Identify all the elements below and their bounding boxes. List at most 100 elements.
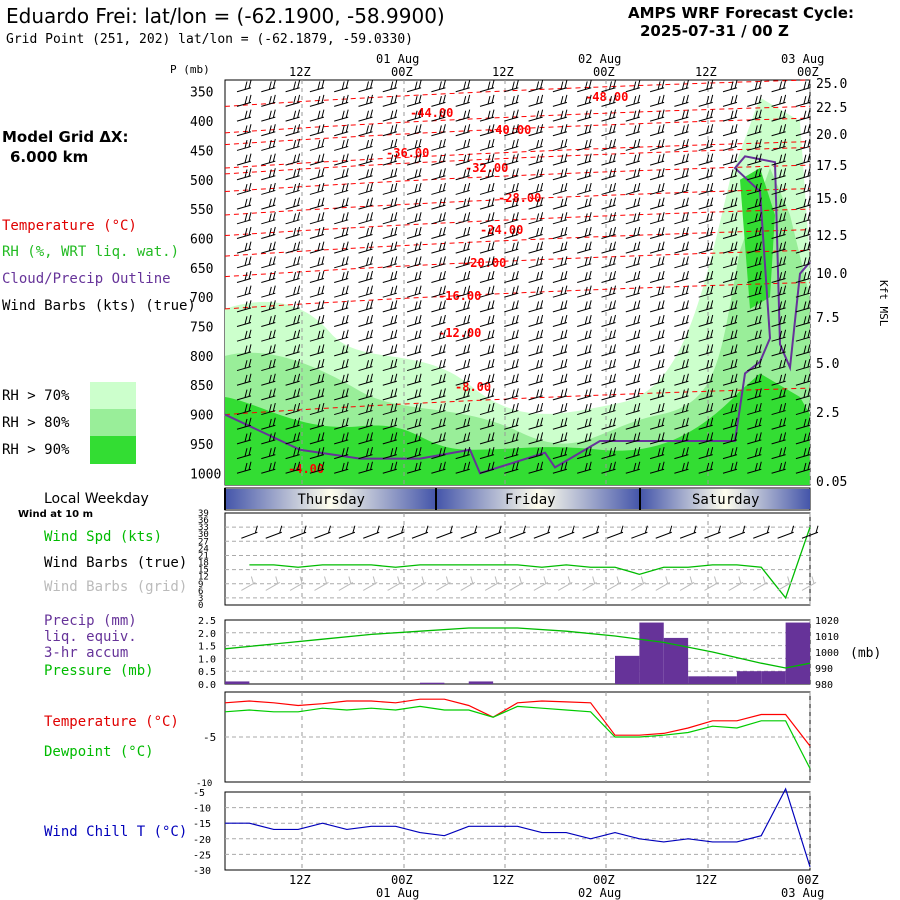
wind-barb	[795, 124, 811, 137]
wind-barb	[406, 344, 422, 357]
pressure-tick: 350	[190, 86, 213, 101]
wind-barb	[479, 212, 495, 225]
wind-barb	[698, 138, 714, 151]
wind-barb	[649, 256, 665, 269]
legend-cloud: Cloud/Precip Outline	[2, 271, 171, 287]
time-tick-top: 12Z	[289, 65, 311, 79]
wind-barb	[504, 241, 519, 254]
wind-tick: 18	[198, 559, 209, 569]
wind-barb	[698, 314, 714, 328]
wind-tick: 30	[198, 530, 209, 540]
wind-barb	[455, 153, 471, 166]
wind-barb	[771, 358, 787, 372]
windchill-tick: -10	[193, 804, 211, 815]
wind-barb	[649, 197, 665, 210]
wind-barb	[261, 270, 276, 283]
wind-barb	[601, 314, 616, 328]
precip-tick: 0.0	[198, 680, 216, 691]
wind-barb	[795, 256, 811, 269]
grid-wind-barb	[801, 576, 817, 591]
wind-barb	[625, 124, 641, 137]
wind-barb	[528, 241, 544, 254]
wind-barb	[479, 300, 495, 313]
wind-barb	[504, 358, 519, 372]
wind-barb	[698, 80, 714, 93]
precip-tick: 2.5	[198, 616, 216, 627]
wind-barb	[285, 285, 301, 298]
wind-barb	[601, 124, 616, 137]
wind-barb	[649, 373, 665, 386]
pressure-tick: 400	[190, 115, 213, 130]
wind-barb	[309, 300, 325, 313]
wind-barb	[406, 314, 422, 328]
surface-wind-barb	[484, 525, 502, 539]
wind-barb	[771, 461, 787, 474]
wind-barb	[382, 461, 398, 474]
wind-barb	[504, 344, 519, 357]
grid-wind-barb	[655, 576, 670, 591]
grid-wind-barb	[728, 576, 744, 591]
wind-barb	[261, 138, 276, 151]
wind-barb	[431, 182, 446, 195]
wind-barb	[674, 94, 689, 107]
wind-barb	[479, 94, 495, 107]
wind-barb	[528, 461, 544, 474]
wind-barb	[261, 212, 276, 225]
wind-barb	[285, 124, 301, 137]
wind-barb	[577, 446, 592, 460]
pressure-tick: 900	[190, 409, 213, 424]
windchill-panel-frame	[224, 791, 811, 871]
wind-barb	[771, 417, 787, 430]
wind-barb	[406, 212, 422, 225]
wind-barb	[285, 197, 301, 210]
wind-barb	[577, 461, 592, 474]
wind-tick: 36	[198, 516, 209, 526]
wind-barb	[649, 212, 665, 225]
wind-barb	[236, 270, 252, 283]
station-label: Eduardo Frei:	[6, 4, 138, 28]
wind-barb	[285, 446, 301, 460]
wind-barb	[334, 226, 349, 239]
wind-barb	[674, 300, 689, 313]
wind-barb	[236, 329, 252, 342]
time-tick-top: 00Z	[797, 65, 819, 79]
wind-barb	[577, 300, 592, 313]
wind-barb	[552, 300, 568, 313]
wind-barb	[528, 285, 544, 298]
wind-barb	[698, 197, 714, 210]
wind-barb	[236, 197, 252, 210]
wind-barb	[455, 241, 471, 254]
wind-barb	[674, 80, 689, 93]
time-tick-top: 00Z	[593, 65, 615, 79]
wind-barb	[504, 402, 519, 416]
wind-barb	[236, 314, 252, 328]
wind-barb	[309, 197, 325, 210]
temp-tick: -10	[196, 779, 212, 789]
wind-barb	[285, 138, 301, 151]
wind-barb	[601, 226, 616, 239]
wind-barb	[795, 402, 811, 416]
wind-barb	[406, 285, 422, 298]
wind-barb	[236, 226, 252, 239]
wind-barb	[771, 212, 787, 225]
wind-barb	[236, 358, 252, 372]
wind-barb	[334, 432, 349, 445]
temperature-contour	[224, 249, 811, 278]
wind-barb	[552, 212, 568, 225]
wind-barb	[795, 94, 811, 107]
surface-wind-barb	[801, 525, 819, 539]
wind-barb	[722, 344, 738, 357]
dewpoint-label: Dewpoint (°C)	[44, 744, 154, 760]
wind-barb	[698, 124, 714, 137]
wind-barb	[455, 314, 471, 328]
wind-barb	[649, 285, 665, 298]
wind-barb	[722, 241, 738, 254]
wind-barb	[722, 417, 738, 430]
wind-barb	[552, 124, 568, 137]
temperature-label: -40.00	[488, 123, 531, 137]
wind-barb	[625, 270, 641, 283]
rh90-region	[225, 373, 810, 485]
wind-barb	[795, 417, 811, 430]
wind-barb	[382, 344, 398, 357]
precip-bar	[663, 637, 689, 684]
